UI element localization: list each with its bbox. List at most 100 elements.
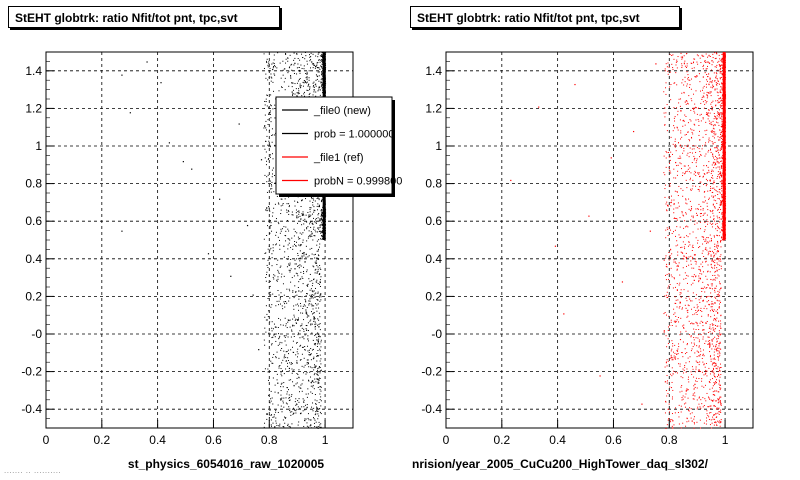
data-point (274, 65, 276, 67)
data-point (693, 93, 695, 95)
data-point (677, 251, 679, 253)
data-point (690, 284, 692, 286)
data-point (686, 310, 688, 312)
data-point (717, 312, 719, 314)
data-point (677, 114, 679, 116)
data-point (676, 174, 678, 176)
data-point (700, 154, 702, 156)
data-point (303, 93, 305, 95)
data-point (313, 388, 315, 390)
data-point (320, 390, 322, 392)
data-point (693, 254, 695, 256)
data-point (702, 169, 704, 171)
data-point (319, 264, 321, 266)
data-point (303, 372, 305, 374)
data-point (696, 304, 698, 306)
data-point (283, 256, 285, 258)
data-point (684, 145, 686, 147)
data-point (298, 244, 300, 246)
data-point (676, 290, 678, 292)
data-point (717, 402, 719, 404)
data-point (312, 380, 314, 382)
data-point (287, 57, 289, 59)
data-point (717, 357, 719, 359)
data-point (674, 320, 676, 322)
data-point (312, 386, 314, 388)
data-point (708, 83, 710, 85)
data-point (717, 150, 719, 152)
data-point (714, 116, 716, 118)
data-point (703, 363, 705, 365)
data-point (715, 400, 717, 402)
data-point (308, 255, 310, 257)
data-point (707, 242, 709, 244)
data-point (721, 86, 723, 88)
data-point (311, 349, 313, 351)
data-point (683, 324, 685, 326)
data-point (320, 79, 322, 81)
data-point (666, 104, 668, 106)
data-point (275, 356, 277, 358)
data-point (306, 361, 308, 363)
data-point (714, 362, 716, 364)
data-point (710, 80, 712, 82)
data-point (304, 419, 306, 421)
data-point (685, 171, 687, 173)
data-point (316, 353, 318, 355)
data-point (721, 157, 723, 159)
data-point (311, 198, 313, 200)
data-point (703, 386, 705, 388)
data-point (718, 154, 720, 156)
data-point (304, 349, 306, 351)
data-point (721, 186, 723, 188)
data-point (664, 70, 666, 72)
data-point (721, 147, 723, 149)
data-point (315, 268, 317, 270)
data-point (680, 411, 682, 413)
data-point (713, 131, 715, 133)
data-point (667, 343, 669, 345)
data-point (718, 383, 720, 385)
data-point (667, 408, 669, 410)
data-point (702, 101, 704, 103)
data-point (691, 275, 693, 277)
data-point (713, 328, 715, 330)
data-point (270, 117, 272, 119)
data-point (271, 343, 273, 345)
data-point (715, 400, 717, 402)
data-point (713, 72, 715, 74)
data-point (721, 195, 723, 197)
data-point (284, 417, 286, 419)
data-point (309, 289, 311, 291)
data-point (672, 343, 674, 345)
data-point (694, 371, 696, 373)
data-point (286, 351, 288, 353)
data-point (318, 199, 320, 201)
data-point (285, 335, 287, 337)
data-point (719, 192, 721, 194)
data-point (681, 307, 683, 309)
data-point (714, 394, 716, 396)
data-point (289, 426, 291, 428)
data-point (705, 370, 707, 372)
data-point (288, 263, 290, 265)
y-tick-label: 0.8 (425, 177, 442, 191)
data-point (302, 307, 304, 309)
data-point (312, 348, 314, 350)
data-point (681, 212, 683, 214)
data-point (708, 139, 710, 141)
data-point (703, 286, 705, 288)
data-point (298, 398, 300, 400)
data-point (270, 80, 272, 82)
data-point (311, 381, 313, 383)
data-point (720, 174, 722, 176)
data-point (295, 290, 297, 292)
data-point (706, 321, 708, 323)
data-point (690, 177, 692, 179)
data-point (271, 181, 273, 183)
data-point (321, 72, 323, 74)
data-point (299, 278, 301, 280)
data-point (301, 200, 303, 202)
data-point (683, 62, 685, 64)
data-point (710, 292, 712, 294)
